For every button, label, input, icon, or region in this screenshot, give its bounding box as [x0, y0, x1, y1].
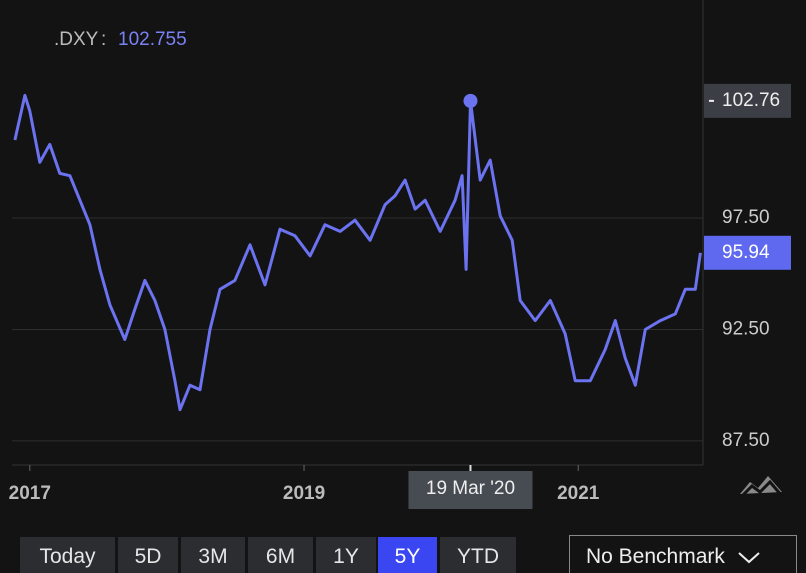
- x-tick-label: 2021: [557, 483, 600, 504]
- last-value-box: [704, 235, 791, 270]
- crosshair-value-label: 102.76: [722, 90, 780, 111]
- x-tick-label: 2017: [9, 483, 51, 504]
- legend-value: 102.755: [118, 29, 187, 50]
- logo: [740, 476, 784, 498]
- legend-name: .DXY: [54, 29, 99, 50]
- benchmark-dropdown[interactable]: No Benchmark: [569, 535, 797, 573]
- y-tick-label: 107.50: [722, 0, 780, 5]
- range-button[interactable]: 3M: [181, 537, 245, 573]
- range-button[interactable]: 5D: [118, 537, 178, 573]
- y-tick-label: 97.50: [722, 207, 770, 228]
- crosshair-marker: [463, 93, 478, 108]
- last-value-label: 95.94: [722, 242, 770, 263]
- range-button[interactable]: 5Y: [378, 537, 437, 573]
- y-tick-label: 87.50: [722, 430, 770, 451]
- y-tick-label: 92.50: [722, 318, 770, 339]
- range-button[interactable]: 1Y: [316, 537, 376, 573]
- legend-separator: :: [101, 29, 106, 50]
- price-line: [13, 93, 702, 412]
- chevron: [738, 552, 760, 564]
- range-button[interactable]: YTD: [440, 537, 516, 573]
- crosshair-date: 19 Mar '20: [426, 478, 515, 499]
- x-tick-label: 2019: [283, 483, 325, 504]
- benchmark-label: No Benchmark: [586, 545, 725, 568]
- range-button[interactable]: Today: [20, 537, 115, 573]
- crosshair-value-box: [704, 83, 791, 118]
- crosshair-date-box: [408, 471, 533, 509]
- range-button[interactable]: 6M: [248, 537, 313, 573]
